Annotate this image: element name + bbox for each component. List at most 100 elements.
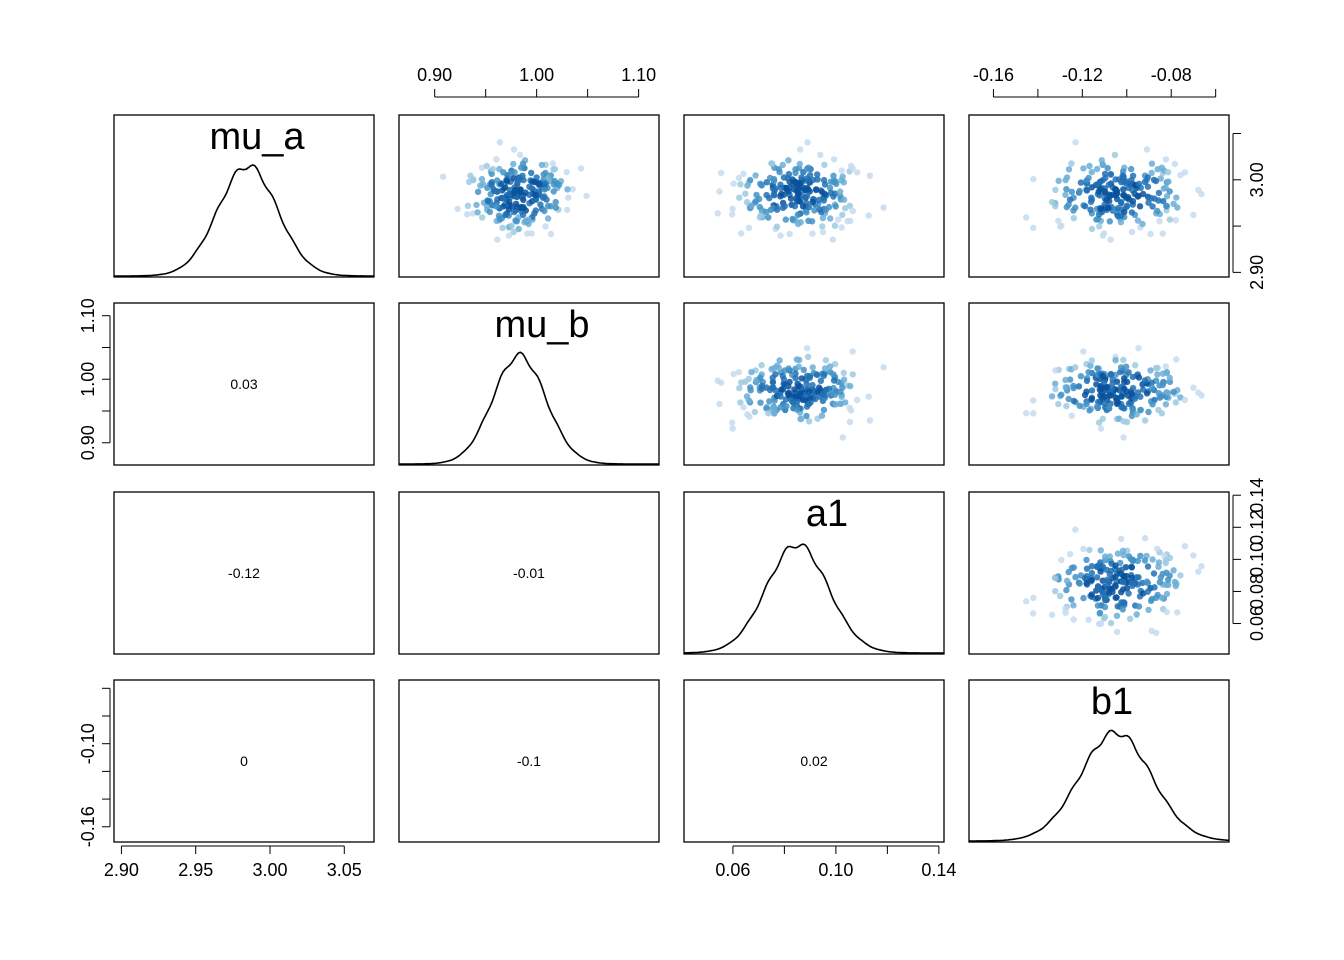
scatter-point — [1198, 563, 1205, 570]
scatter-point — [716, 400, 723, 408]
scatter-point — [1128, 564, 1136, 571]
scatter-point — [865, 212, 872, 219]
scatter-point — [1081, 391, 1089, 399]
scatter-point — [804, 353, 812, 360]
scatter-point — [439, 173, 447, 180]
scatter-point — [1120, 434, 1127, 441]
scatter-point — [1083, 565, 1091, 572]
scatter-point — [1181, 543, 1189, 550]
scatter-point — [1083, 187, 1091, 194]
scatter-point — [1152, 594, 1160, 601]
scatter-point — [803, 192, 811, 200]
scatter-point — [1135, 574, 1142, 581]
scatter-point — [512, 200, 520, 207]
scatter-point — [752, 172, 759, 179]
scatter-point — [1048, 393, 1056, 400]
scatter-point — [837, 188, 844, 195]
scatter-point — [1121, 405, 1128, 412]
scatter-point — [550, 188, 557, 195]
scatter-point — [815, 384, 823, 391]
density-curve — [683, 543, 944, 654]
scatter-point — [1190, 384, 1197, 391]
scatter-point — [787, 396, 795, 404]
scatter-point — [500, 169, 507, 176]
scatter-point — [477, 182, 484, 189]
scatter-point — [832, 401, 839, 408]
scatter-point — [1088, 563, 1096, 570]
scatter-point — [804, 139, 811, 146]
scatter-point — [1080, 348, 1087, 355]
scatter-point — [1125, 553, 1133, 560]
scatter-point — [766, 194, 773, 202]
scatter-point — [795, 383, 802, 390]
scatter-point — [847, 407, 855, 414]
scatter-point — [1072, 204, 1079, 211]
panel-mu_b-b1 — [968, 302, 1230, 466]
scatter-point — [770, 191, 778, 198]
scatter-point — [564, 206, 571, 214]
scatter-point — [1155, 559, 1163, 566]
scatter-point — [1141, 557, 1149, 564]
scatter-point — [1101, 553, 1109, 560]
scatter-point — [532, 196, 540, 203]
scatter-point — [853, 169, 861, 176]
scatter-point — [840, 376, 848, 383]
scatter-point — [483, 162, 490, 170]
scatter-point — [796, 186, 803, 193]
scatter-point — [773, 206, 781, 213]
panel-frame — [683, 491, 945, 655]
scatter-point — [743, 198, 751, 206]
scatter-point — [1122, 180, 1130, 187]
scatter-point — [1095, 211, 1103, 218]
scatter-point — [1162, 156, 1170, 163]
scatter-point — [1119, 606, 1127, 613]
scatter-point — [1088, 387, 1096, 394]
scatter-point — [1114, 550, 1122, 557]
scatter-point — [840, 369, 847, 376]
scatter-point — [505, 206, 513, 213]
scatter-point — [743, 393, 751, 400]
panel-frame — [968, 302, 1230, 466]
scatter-point — [1052, 367, 1059, 374]
scatter-point — [1083, 580, 1090, 587]
scatter-point — [839, 434, 846, 441]
scatter-point — [1149, 203, 1156, 210]
scatter-point — [1088, 184, 1096, 191]
scatter-point — [1112, 594, 1119, 601]
scatter-point — [1123, 388, 1130, 395]
scatter-point — [1093, 381, 1100, 388]
scatter-point — [1109, 380, 1116, 387]
scatter-point — [1154, 166, 1161, 173]
scatter-point — [516, 174, 523, 182]
scatter-point — [1072, 139, 1079, 146]
scatter-point — [577, 165, 585, 172]
scatter-point — [1133, 611, 1140, 618]
scatter-point — [730, 370, 737, 378]
scatter-point — [1161, 552, 1168, 559]
scatter-point — [827, 189, 835, 197]
scatter-point — [525, 216, 532, 223]
scatter-point — [499, 224, 506, 231]
scatter-point — [1103, 384, 1110, 391]
scatter-point — [1166, 188, 1173, 195]
scatter-point — [502, 184, 509, 191]
scatter-point — [1088, 357, 1096, 364]
scatter-point — [821, 181, 829, 188]
scatter-point — [1125, 590, 1132, 597]
scatter-point — [564, 186, 571, 193]
scatter-point — [464, 202, 472, 209]
scatter-point — [484, 198, 492, 205]
scatter-point — [1076, 187, 1083, 195]
scatter-point — [1134, 557, 1142, 565]
scatter-point — [1114, 212, 1121, 219]
scatter-point — [1088, 569, 1096, 577]
scatter-point — [1195, 389, 1202, 396]
scatter-point — [516, 151, 524, 159]
scatter-point — [794, 392, 802, 400]
scatter-point — [496, 139, 504, 146]
scatter-point — [1141, 535, 1149, 542]
scatter-point — [803, 412, 810, 420]
tick-label: 0.10 — [818, 860, 853, 880]
scatter-point — [1097, 547, 1105, 554]
scatter-point — [1132, 362, 1139, 369]
